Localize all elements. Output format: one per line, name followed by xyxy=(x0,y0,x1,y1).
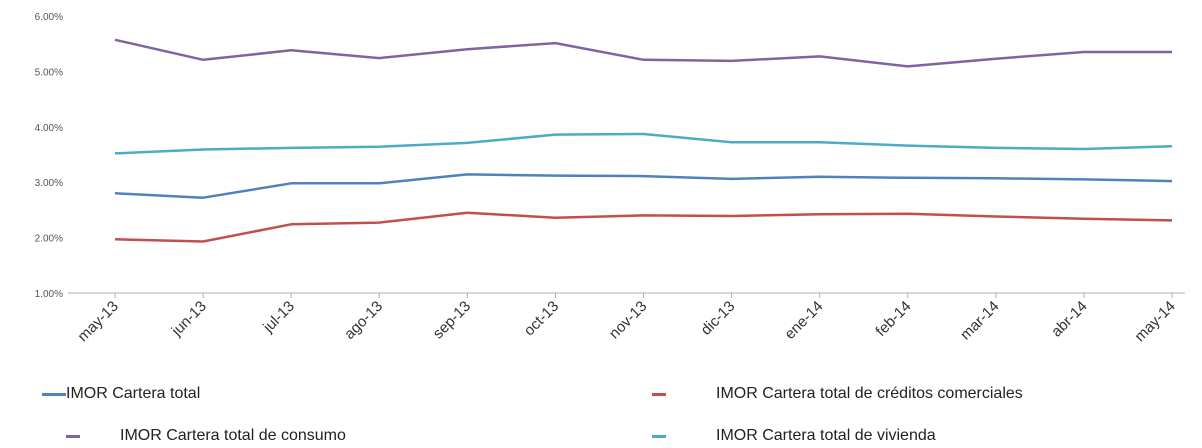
legend-item-vivienda: IMOR Cartera total de vivienda xyxy=(652,424,936,448)
y-tick-label: 1.00% xyxy=(35,289,63,300)
legend-label: IMOR Cartera total de créditos comercial… xyxy=(716,385,1023,402)
y-tick-label: 6.00% xyxy=(35,12,63,23)
series-line-0 xyxy=(114,173,1173,199)
x-tick-label: jul-13 xyxy=(259,298,298,337)
legend-swatch xyxy=(66,434,80,438)
x-tick-label: ene-14 xyxy=(781,298,826,343)
y-axis: 1.00% 2.00% 3.00% 4.00% 5.00% 6.00% xyxy=(35,12,63,300)
legend-item-cartera-total: IMOR Cartera total xyxy=(42,382,200,406)
series-lines xyxy=(114,38,1173,243)
x-tick-label: may-13 xyxy=(74,298,121,345)
series-line-3 xyxy=(114,132,1173,155)
x-tick-label: abr-14 xyxy=(1048,298,1091,341)
x-tick-label: may-14 xyxy=(1131,298,1178,345)
x-tick-label: dic-13 xyxy=(697,298,738,339)
legend-label: IMOR Cartera total de consumo xyxy=(120,427,346,444)
legend-swatch xyxy=(652,392,666,396)
x-tick-label: mar-14 xyxy=(957,298,1003,344)
series-line-1 xyxy=(114,211,1173,243)
legend-item-consumo: IMOR Cartera total de consumo xyxy=(66,424,346,448)
x-tick-label: jun-13 xyxy=(168,298,210,340)
legend-label: IMOR Cartera total xyxy=(66,385,201,402)
legend-swatch xyxy=(42,392,66,396)
line-chart: 1.00% 2.00% 3.00% 4.00% 5.00% 6.00% may-13 jun… xyxy=(35,12,1185,345)
x-axis: may-13 jun-13 jul-13 ago-13 sep-13 oct-13 nov-… xyxy=(74,293,1179,345)
y-tick-label: 5.00% xyxy=(35,67,63,78)
x-tick-label: feb-14 xyxy=(872,298,914,340)
legend-swatch xyxy=(652,434,666,438)
series-line-2 xyxy=(114,38,1172,68)
x-tick-label: ago-13 xyxy=(341,298,386,343)
y-tick-label: 3.00% xyxy=(35,178,63,189)
y-tick-label: 2.00% xyxy=(35,234,63,245)
legend: IMOR Cartera total IMOR Cartera total de… xyxy=(0,376,1202,448)
x-tick-label: nov-13 xyxy=(606,298,650,342)
legend-label: IMOR Cartera total de vivienda xyxy=(716,427,936,444)
x-tick-label: oct-13 xyxy=(521,298,563,340)
y-tick-label: 4.00% xyxy=(35,123,63,134)
legend-item-creditos-comerciales: IMOR Cartera total de créditos comercial… xyxy=(652,382,1023,406)
x-tick-label: sep-13 xyxy=(430,298,474,342)
